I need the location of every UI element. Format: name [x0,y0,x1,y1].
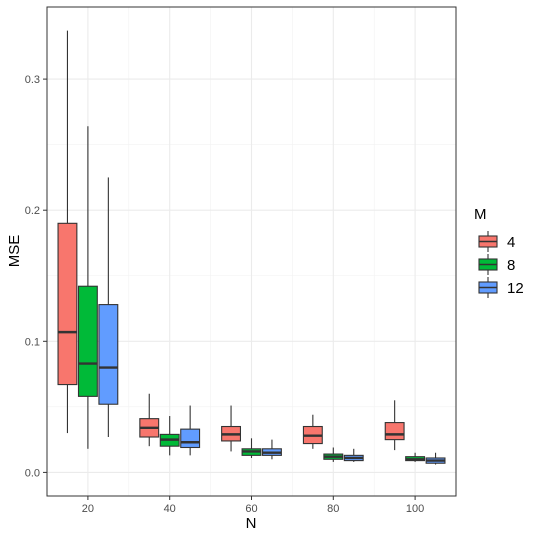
x-tick-label: 80 [327,503,339,515]
legend-key-4 [478,231,498,252]
legend-key-8 [478,254,498,275]
box-m4-n20 [57,222,78,386]
box-m8-n20 [77,285,98,397]
box-layer [57,30,446,465]
box-m12-n20 [98,304,119,405]
legend-title: M [474,206,487,223]
legend-key-12 [478,277,498,298]
tick-layer: 0.0 0.1 0.2 0.3 20 40 60 80 100 [25,74,425,515]
y-tick-label: 0.2 [25,205,40,217]
y-tick-label: 0.1 [25,336,40,348]
x-tick-label: 20 [82,503,94,515]
y-tick-label: 0.3 [25,74,40,86]
legend-label: 12 [507,280,524,297]
legend-label: 8 [507,257,515,274]
legend: M 4 8 12 [474,206,524,298]
y-tick-label: 0.0 [25,467,40,479]
x-tick-label: 40 [164,503,176,515]
box-m4-n100 [384,422,405,441]
x-tick-label: 100 [406,503,424,515]
legend-label: 4 [507,234,515,251]
y-axis-title: MSE [6,235,23,268]
box-m12-n40 [180,428,201,449]
x-axis-title: N [246,515,257,532]
x-tick-label: 60 [245,503,257,515]
